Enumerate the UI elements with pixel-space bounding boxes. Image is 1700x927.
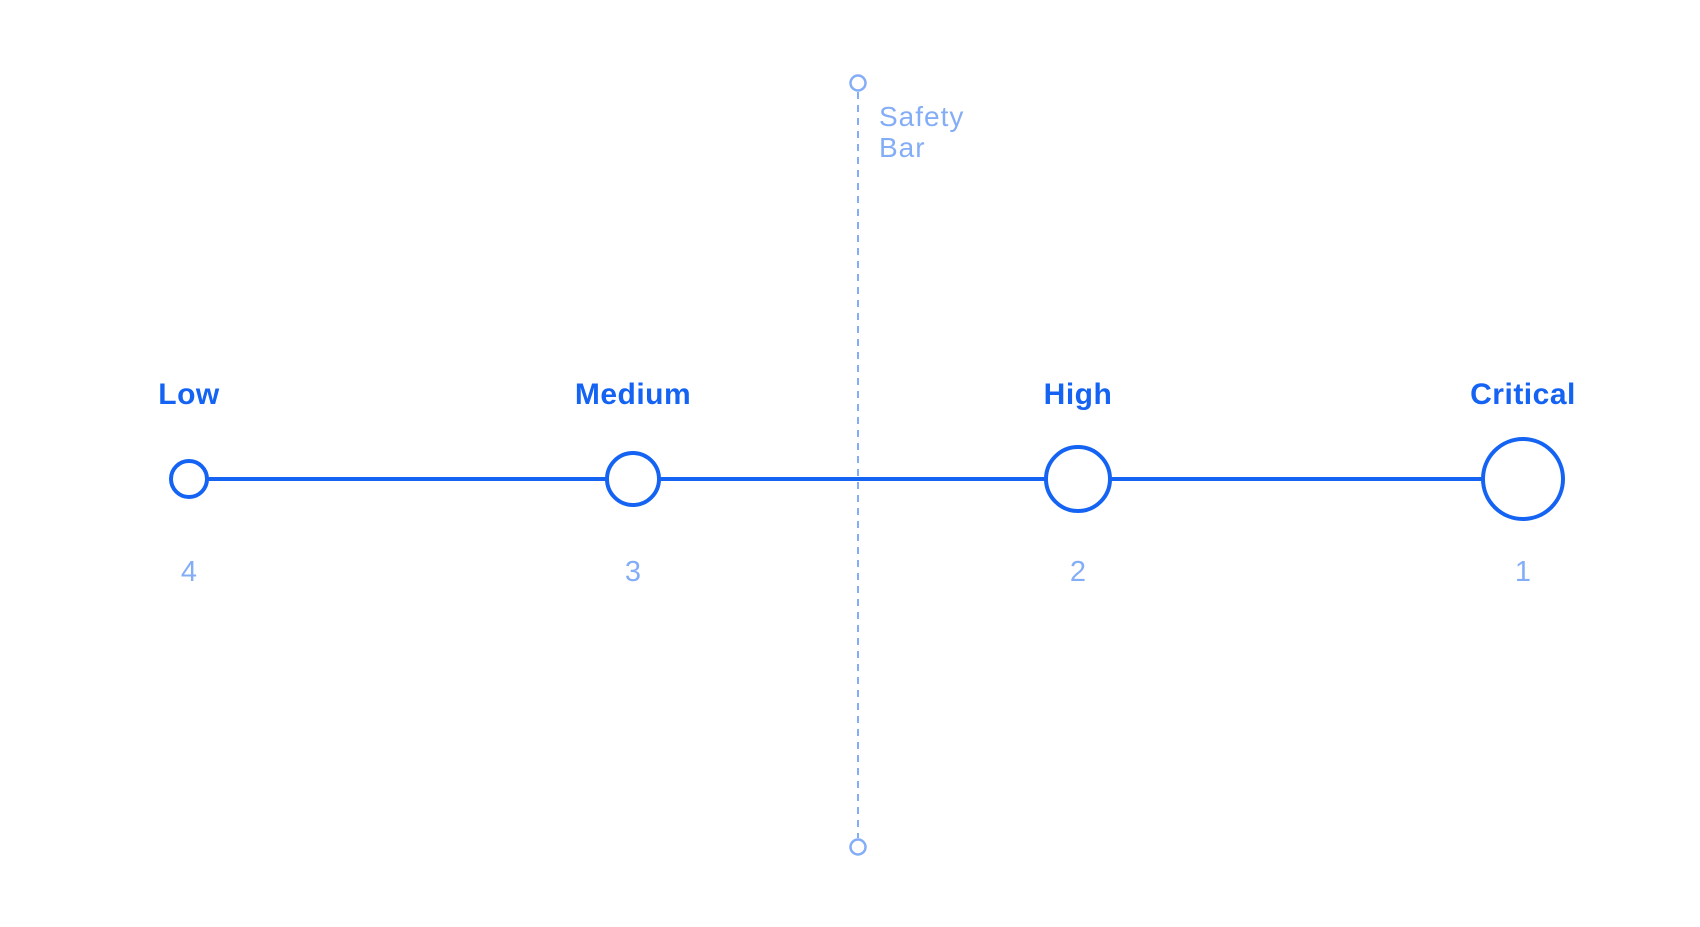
level-node-high (1044, 445, 1112, 513)
safety-bar-top-cap (849, 74, 867, 92)
level-low: Low 4 (158, 378, 220, 588)
level-rank-high: 2 (1070, 556, 1086, 588)
level-rank-medium: 3 (625, 556, 641, 588)
safety-bar-label-line1: Safety (879, 101, 964, 132)
level-label-medium: Medium (575, 378, 691, 411)
level-label-high: High (1044, 378, 1113, 411)
level-node-low (169, 459, 209, 499)
level-label-low: Low (158, 378, 220, 411)
level-high: High 2 (1044, 378, 1113, 588)
safety-bar-bottom-cap (849, 838, 867, 856)
level-node-medium (605, 451, 661, 507)
level-critical: Critical 1 (1470, 378, 1576, 588)
level-node-critical (1481, 437, 1565, 521)
level-rank-critical: 1 (1515, 556, 1531, 588)
level-medium: Medium 3 (575, 378, 691, 588)
level-rank-low: 4 (181, 556, 197, 588)
safety-bar-label-line2: Bar (879, 132, 926, 163)
safety-bar: Safety Bar (849, 74, 964, 856)
level-label-critical: Critical (1470, 378, 1576, 411)
